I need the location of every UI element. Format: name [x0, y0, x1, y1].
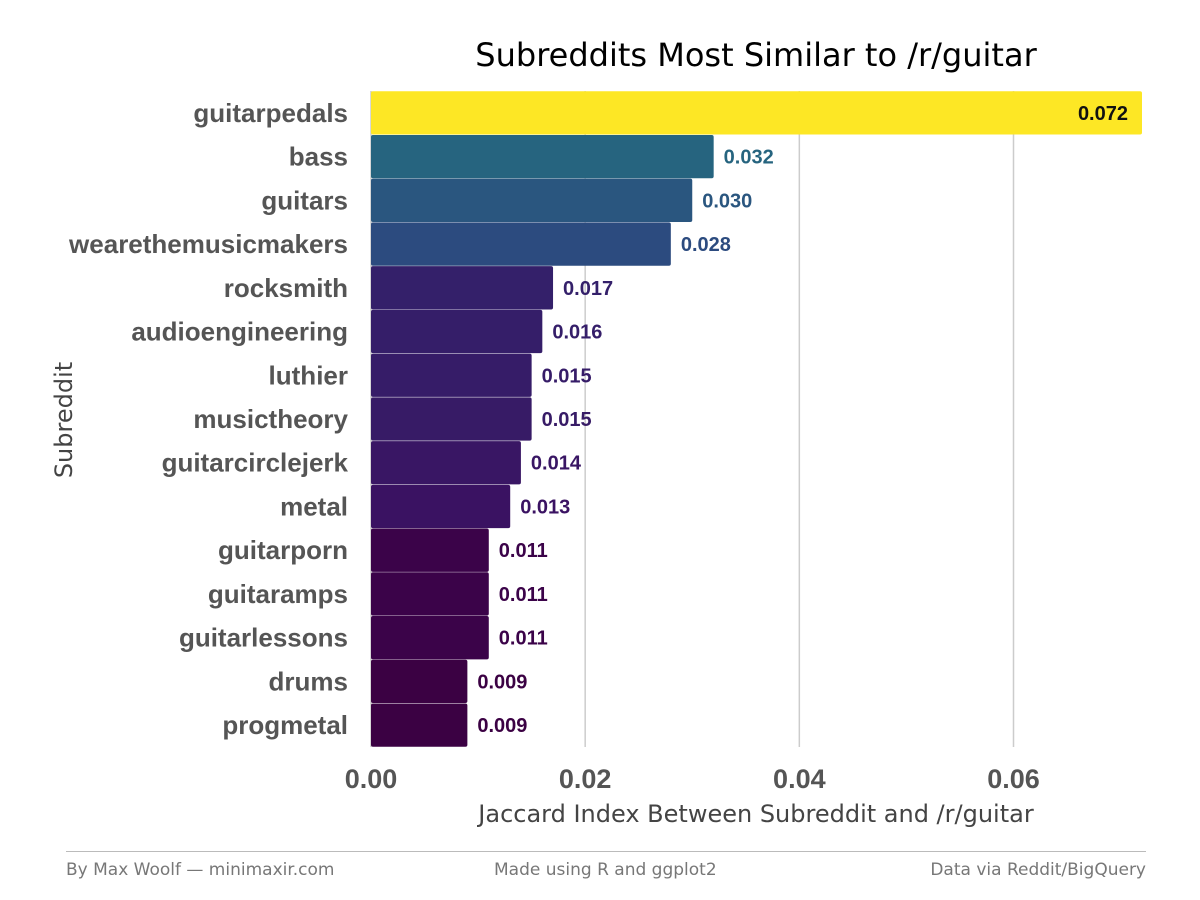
- category-label: rocksmith: [224, 273, 348, 303]
- bar: [371, 441, 521, 485]
- bar: [371, 703, 468, 747]
- bar: [371, 353, 532, 397]
- bar: [371, 572, 489, 616]
- bar: [371, 134, 714, 179]
- value-label: 0.072: [1078, 103, 1128, 125]
- category-label: guitaramps: [208, 579, 348, 609]
- category-label: guitarporn: [218, 535, 348, 565]
- footer-source: Data via Reddit/BigQuery: [930, 860, 1146, 880]
- value-label: 0.028: [681, 234, 731, 256]
- category-label: wearethemusicmakers: [68, 229, 348, 259]
- category-label: guitarpedals: [193, 98, 348, 128]
- footer-divider: [66, 851, 1146, 852]
- bar: [371, 266, 554, 310]
- category-label: guitars: [261, 185, 348, 215]
- bar: [371, 616, 489, 660]
- x-axis-ticks: 0.00 0.02 0.04 0.06: [345, 764, 1040, 794]
- value-label: 0.013: [520, 496, 570, 518]
- value-label: 0.014: [531, 453, 582, 475]
- bar: [371, 659, 468, 704]
- value-label: 0.016: [552, 322, 602, 344]
- x-tick-label: 0.02: [559, 764, 612, 794]
- value-label: 0.015: [542, 409, 592, 431]
- value-label: 0.017: [563, 278, 613, 300]
- value-label: 0.009: [477, 671, 527, 693]
- value-labels: 0.072 0.032 0.030 0.028 0.017 0.016 0.015 0.015…: [477, 103, 1128, 737]
- footer-tools: Made using R and ggplot2: [494, 860, 717, 880]
- x-axis-title: Jaccard Index Between Subreddit and /r/g…: [476, 800, 1034, 828]
- chart-title: Subreddits Most Similar to /r/guitar: [475, 36, 1037, 74]
- bar: [371, 309, 543, 354]
- bar: [371, 484, 511, 529]
- value-label: 0.009: [477, 715, 527, 737]
- category-label: luthier: [269, 360, 348, 390]
- bars: [371, 91, 1142, 747]
- category-label: bass: [289, 142, 348, 172]
- bar: [371, 222, 671, 266]
- bar: [371, 528, 489, 572]
- value-label: 0.011: [499, 540, 548, 562]
- category-label: progmetal: [222, 710, 348, 740]
- bar: [371, 397, 532, 441]
- category-label: guitarcirclejerk: [162, 448, 349, 478]
- bar: [371, 178, 693, 222]
- value-label: 0.030: [702, 190, 752, 212]
- x-tick-label: 0.04: [773, 764, 826, 794]
- y-axis-title: Subreddit: [50, 362, 78, 478]
- category-label: audioengineering: [131, 317, 348, 347]
- category-label: musictheory: [193, 404, 348, 434]
- category-label: metal: [280, 491, 348, 521]
- value-label: 0.015: [542, 365, 592, 387]
- category-label: guitarlessons: [179, 623, 348, 653]
- x-tick-label: 0.06: [987, 764, 1040, 794]
- category-labels: guitarpedals bass guitars wearethemusicmake…: [68, 98, 348, 740]
- value-label: 0.011: [499, 584, 548, 606]
- x-tick-label: 0.00: [345, 764, 398, 794]
- bar: [371, 91, 1142, 135]
- category-label: drums: [269, 666, 348, 696]
- value-label: 0.032: [724, 147, 774, 169]
- footer-author: By Max Woolf — minimaxir.com: [66, 860, 335, 880]
- value-label: 0.011: [499, 628, 548, 650]
